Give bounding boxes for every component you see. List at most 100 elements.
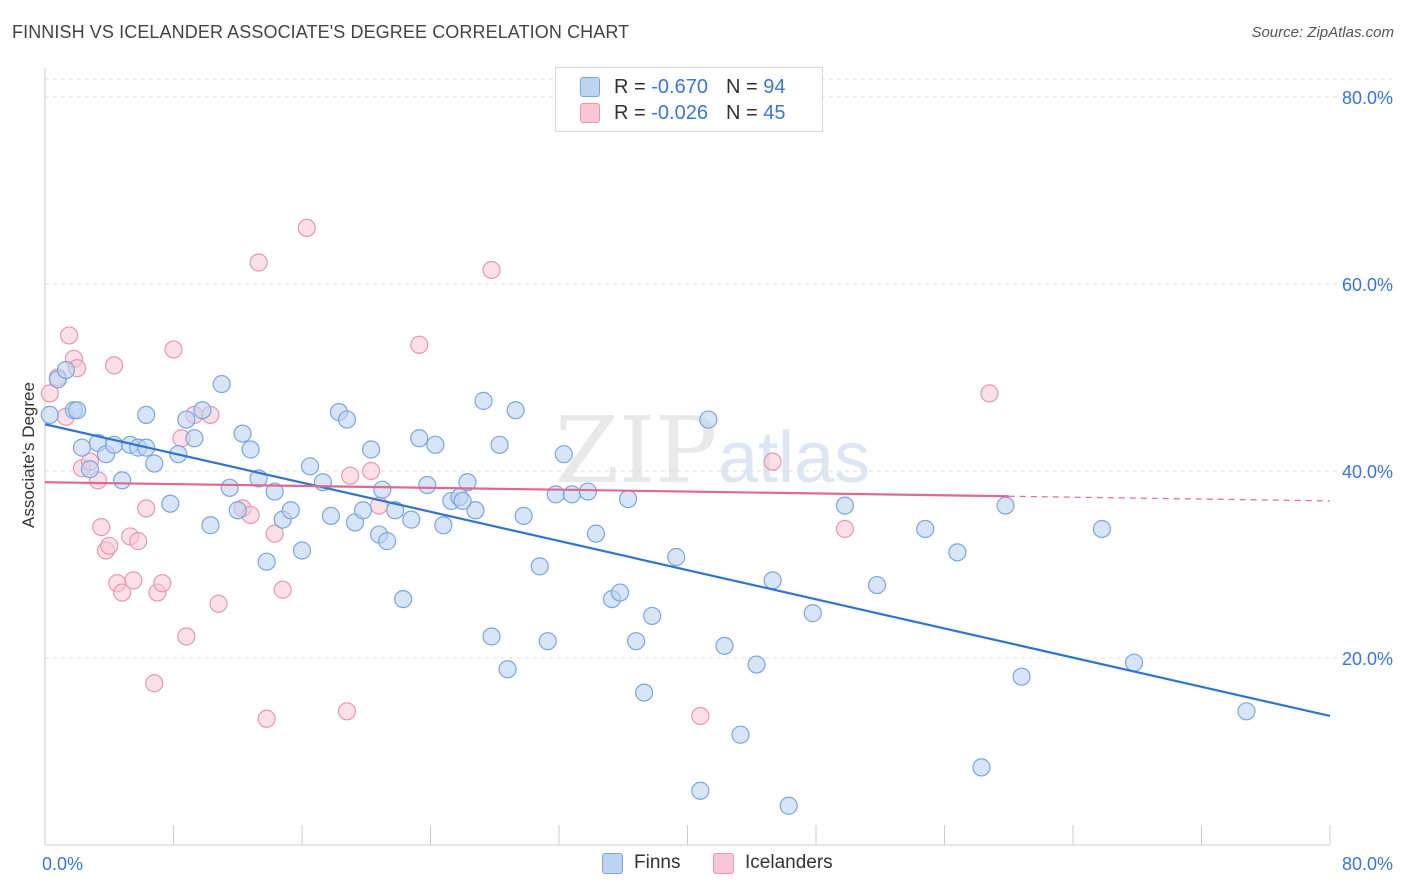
icelander-point: [980, 384, 999, 403]
finn-point: [228, 501, 247, 520]
finn-point: [265, 482, 284, 501]
finns-swatch: [580, 77, 600, 97]
icelander-point: [129, 532, 148, 551]
finn-point: [233, 424, 252, 443]
icelander-point: [164, 340, 183, 359]
finn-point: [72, 438, 92, 457]
finn-point: [394, 589, 413, 609]
finn-point: [482, 627, 501, 646]
icelander-point: [59, 326, 79, 345]
finn-point: [1092, 519, 1112, 539]
finn-point: [112, 471, 132, 490]
finn-point: [835, 496, 855, 515]
watermark-zip: ZIP: [555, 397, 717, 504]
finn-point: [68, 401, 87, 420]
finns-n-value: 94: [763, 75, 786, 98]
icelanders-r-value: -0.026: [651, 101, 708, 124]
finn-point: [40, 405, 59, 424]
finn-point: [212, 374, 231, 394]
finn-point: [972, 758, 991, 777]
icelander-point: [209, 594, 228, 613]
finn-point: [373, 480, 392, 499]
finns-trend-line: [44, 423, 1331, 718]
finn-point: [474, 391, 493, 410]
finn-point: [458, 473, 477, 492]
finn-point: [530, 557, 549, 576]
finn-point: [578, 482, 598, 501]
finn-point: [177, 410, 196, 429]
icelander-point: [137, 499, 156, 518]
finn-point: [867, 575, 887, 595]
finn-point: [145, 454, 164, 473]
icelander-point: [100, 536, 119, 555]
legend-row-icelanders: R = -0.026 N = 45: [580, 101, 785, 125]
finn-point: [514, 506, 533, 525]
axis-labels: 20.0% 40.0% 60.0% 80.0% 0.0% 80.0% Associate's…: [19, 88, 1393, 874]
finn-point: [779, 796, 798, 815]
icelander-point: [124, 571, 143, 590]
grid-lines: [45, 78, 1392, 659]
finns-n-label: N =: [725, 75, 758, 98]
y-tick-label: 20.0%: [1342, 649, 1393, 669]
finn-point: [490, 435, 509, 454]
finn-point: [361, 440, 381, 459]
finn-point: [610, 583, 630, 602]
finns-r-value: -0.670: [651, 75, 708, 98]
y-axis-label: Associate's Degree: [19, 382, 38, 528]
icelander-point: [104, 356, 124, 375]
bottom-legend-icelanders: Icelanders: [713, 852, 833, 874]
icelanders-n-label: N =: [725, 101, 758, 124]
finn-point: [137, 405, 156, 424]
icelanders-n-value: 45: [763, 101, 786, 124]
finn-point: [618, 489, 638, 509]
icelander-point: [297, 218, 316, 237]
finn-point: [321, 506, 341, 525]
icelander-point: [337, 702, 357, 721]
icelander-point: [257, 709, 276, 728]
finn-point: [1124, 653, 1144, 672]
icelander-point: [145, 674, 164, 693]
finn-point: [418, 475, 437, 495]
icelanders-legend-swatch: [713, 852, 734, 874]
finn-point: [643, 606, 662, 626]
finn-point: [337, 410, 357, 429]
finn-point: [554, 445, 573, 464]
icelander-point: [341, 466, 360, 485]
finn-point: [1237, 702, 1256, 721]
trend-lines: [44, 423, 1331, 718]
icelanders-trend-extension: [1008, 495, 1331, 502]
y-tick-label: 40.0%: [1342, 462, 1393, 482]
icelander-point: [763, 452, 782, 471]
finn-point: [292, 541, 312, 560]
icelander-point: [92, 517, 111, 537]
finn-point: [996, 496, 1015, 515]
icelander-point: [40, 384, 59, 403]
finn-point: [434, 516, 453, 535]
icelander-point: [361, 461, 381, 481]
bottom-legend-finns: Finns: [602, 852, 680, 874]
finns-points: [40, 360, 1256, 815]
finn-point: [626, 632, 646, 651]
finn-point: [426, 435, 445, 454]
icelander-point: [273, 580, 292, 599]
finn-point: [410, 429, 429, 448]
finn-point: [635, 683, 654, 702]
finn-point: [948, 543, 967, 562]
finn-point: [763, 571, 782, 590]
finn-point: [466, 501, 485, 520]
finn-point: [193, 401, 212, 420]
icelander-point: [265, 524, 284, 543]
finn-point: [56, 360, 75, 380]
finn-point: [402, 510, 421, 529]
finn-point: [691, 781, 710, 800]
source-label: Source: ZipAtlas.com: [1251, 24, 1394, 41]
finn-point: [699, 410, 718, 429]
finn-point: [161, 494, 180, 513]
finn-point: [546, 485, 565, 504]
icelander-point: [482, 260, 501, 280]
finn-point: [498, 660, 517, 679]
finn-point: [386, 501, 405, 520]
finn-point: [506, 401, 525, 420]
finn-point: [731, 725, 750, 744]
